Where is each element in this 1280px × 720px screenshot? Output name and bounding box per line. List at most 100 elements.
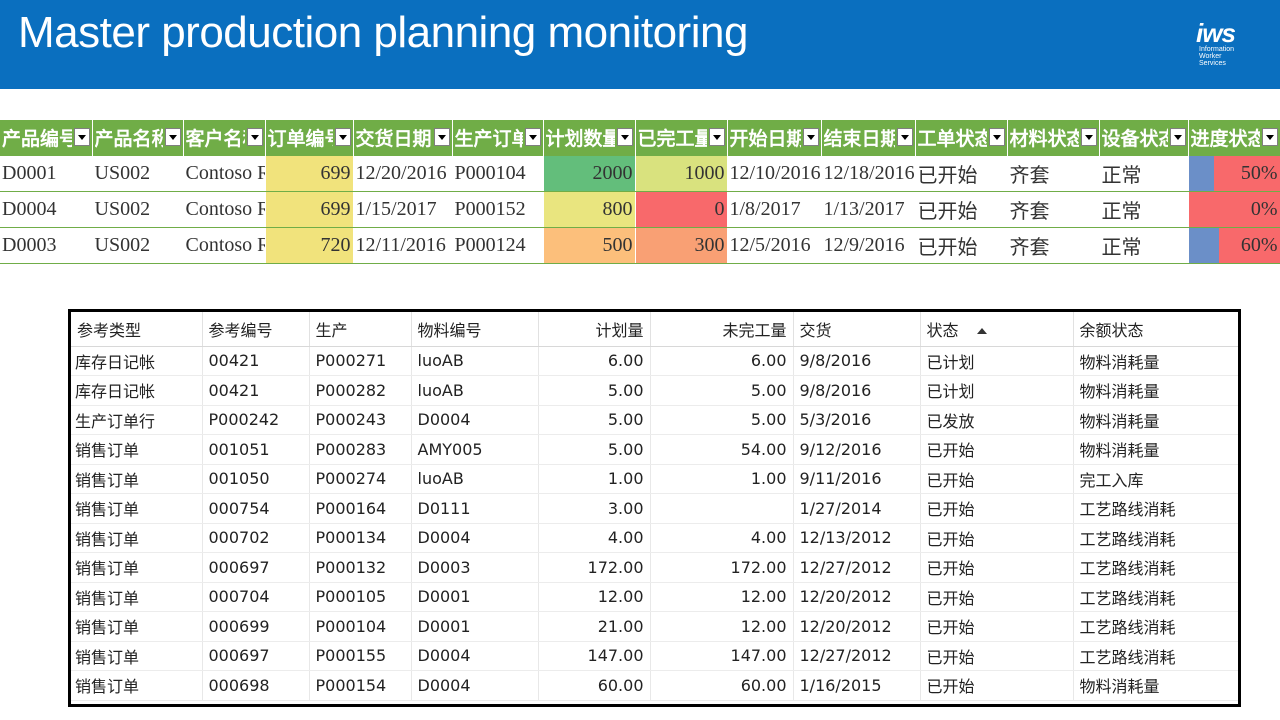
grid-header-remaining-qty[interactable]: 未完工量 — [650, 312, 794, 347]
filter-dropdown-icon[interactable] — [1261, 128, 1278, 146]
grid-row[interactable]: 销售订单 000699 P000104 D0001 21.00 12.00 12/20/20… — [71, 611, 1238, 642]
grid-row[interactable]: 销售订单 000697 P000155 D0004 147.00 147.00 12/27/… — [71, 641, 1238, 671]
filter-dropdown-icon[interactable] — [616, 128, 633, 146]
filter-dropdown-icon[interactable] — [988, 128, 1005, 146]
excel-cell-customer[interactable]: Contoso Retail — [183, 227, 266, 264]
excel-cell-completed-qty[interactable]: 0 — [635, 191, 728, 228]
excel-cell-equipment-status[interactable]: 正常 — [1099, 191, 1189, 228]
excel-header-completed-qty[interactable]: 已完工量 — [635, 120, 728, 155]
excel-cell-product-no[interactable]: D0004 — [0, 191, 93, 228]
excel-cell-end-date[interactable]: 1/13/2017 — [821, 191, 916, 228]
grid-header-ref-no[interactable]: 参考编号 — [202, 312, 310, 347]
excel-cell-material-status[interactable]: 齐套 — [1007, 191, 1100, 228]
grid-cell-ref-type: 销售订单 — [71, 582, 203, 612]
filter-dropdown-icon[interactable] — [524, 128, 541, 146]
filter-dropdown-icon[interactable] — [708, 128, 725, 146]
filter-dropdown-icon[interactable] — [334, 128, 351, 146]
excel-cell-customer[interactable]: Contoso Retail — [183, 154, 266, 192]
excel-cell-product-name[interactable]: US002 — [92, 227, 184, 264]
grid-row[interactable]: 销售订单 000698 P000154 D0004 60.00 60.00 1/16/201… — [71, 670, 1238, 701]
grid-header-balance-status[interactable]: 余额状态 — [1073, 312, 1238, 347]
excel-cell-equipment-status[interactable]: 正常 — [1099, 227, 1189, 264]
excel-cell-start-date[interactable]: 1/8/2017 — [727, 191, 822, 228]
excel-header-start-date[interactable]: 开始日期 — [727, 120, 822, 155]
excel-cell-delivery-date[interactable]: 12/11/2016 — [353, 227, 453, 264]
excel-cell-planned-qty[interactable]: 500 — [543, 227, 636, 264]
sort-ascending-icon[interactable] — [976, 328, 987, 335]
grid-cell-production: P000155 — [309, 641, 412, 671]
excel-header-equipment-status[interactable]: 设备状态 — [1099, 120, 1189, 155]
filter-dropdown-icon[interactable] — [73, 128, 90, 146]
excel-cell-completed-qty[interactable]: 1000 — [635, 154, 728, 192]
excel-cell-prod-order[interactable]: P000104 — [452, 154, 544, 192]
filter-dropdown-icon[interactable] — [164, 128, 181, 146]
excel-cell-order-status[interactable]: 已开始 — [915, 227, 1008, 264]
grid-header-item-no[interactable]: 物料编号 — [411, 312, 539, 347]
grid-header-planned-qty[interactable]: 计划量 — [538, 312, 651, 347]
excel-cell-order-no[interactable]: 720 — [265, 227, 354, 264]
excel-cell-delivery-date[interactable]: 1/15/2017 — [353, 191, 453, 228]
excel-header-customer[interactable]: 客户名称 — [183, 120, 266, 155]
grid-row[interactable]: 销售订单 001050 P000274 luoAB 1.00 1.00 9/11/2016 已… — [71, 464, 1238, 494]
excel-cell-equipment-status[interactable]: 正常 — [1099, 154, 1189, 192]
filter-dropdown-icon[interactable] — [433, 128, 450, 146]
excel-header-progress[interactable]: 进度状态 — [1188, 120, 1280, 155]
excel-cell-progress[interactable]: 0% — [1188, 191, 1280, 228]
excel-cell-progress[interactable]: 50% — [1188, 154, 1280, 192]
excel-cell-end-date[interactable]: 12/9/2016 — [821, 227, 916, 264]
excel-cell-completed-qty[interactable]: 300 — [635, 227, 728, 264]
grid-header-status[interactable]: 状态 — [920, 312, 1074, 347]
grid-cell-ref-no: 000698 — [202, 670, 310, 701]
excel-cell-prod-order[interactable]: P000124 — [452, 227, 544, 264]
grid-row[interactable]: 库存日记帐 00421 P000282 luoAB 5.00 5.00 9/8/2016 已计… — [71, 375, 1238, 406]
excel-cell-product-name[interactable]: US002 — [92, 191, 184, 228]
grid-row[interactable]: 销售订单 001051 P000283 AMY005 5.00 54.00 9/12/201… — [71, 434, 1238, 465]
excel-header-delivery-date[interactable]: 交货日期 — [353, 120, 453, 155]
excel-header-material-status[interactable]: 材料状态 — [1007, 120, 1100, 155]
excel-header-product-name[interactable]: 产品名称 — [92, 120, 184, 155]
grid-cell-balance-status: 物料消耗量 — [1073, 405, 1238, 435]
grid-cell-status: 已开始 — [920, 582, 1074, 612]
grid-row[interactable]: 生产订单行 P000242 P000243 D0004 5.00 5.00 5/3/2016… — [71, 405, 1238, 435]
excel-cell-order-no[interactable]: 699 — [265, 154, 354, 192]
filter-dropdown-icon[interactable] — [1169, 128, 1186, 146]
excel-cell-progress[interactable]: 60% — [1188, 227, 1280, 264]
excel-cell-delivery-date[interactable]: 12/20/2016 — [353, 154, 453, 192]
excel-cell-material-status[interactable]: 齐套 — [1007, 227, 1100, 264]
excel-cell-product-name[interactable]: US002 — [92, 154, 184, 192]
excel-cell-start-date[interactable]: 12/5/2016 — [727, 227, 822, 264]
filter-dropdown-icon[interactable] — [246, 128, 263, 146]
excel-header-planned-qty[interactable]: 计划数量 — [543, 120, 636, 155]
grid-row[interactable]: 库存日记帐 00421 P000271 luoAB 6.00 6.00 9/8/2016 已计… — [71, 346, 1238, 376]
grid-row[interactable]: 销售订单 000704 P000105 D0001 12.00 12.00 12/20/20… — [71, 582, 1238, 612]
grid-header-delivery[interactable]: 交货 — [793, 312, 921, 347]
grid-header-production[interactable]: 生产 — [309, 312, 412, 347]
excel-header-prod-order[interactable]: 生产订单 — [452, 120, 544, 155]
excel-header-product-no[interactable]: 产品编号 — [0, 120, 93, 155]
excel-header-end-date[interactable]: 结束日期 — [821, 120, 916, 155]
excel-cell-order-status[interactable]: 已开始 — [915, 191, 1008, 228]
excel-cell-customer[interactable]: Contoso Retail — [183, 191, 266, 228]
excel-cell-product-no[interactable]: D0001 — [0, 154, 93, 192]
grid-row[interactable]: 销售订单 000754 P000164 D0111 3.00 1/27/2014 已开始 工艺… — [71, 493, 1238, 524]
filter-dropdown-icon[interactable] — [802, 128, 819, 146]
grid-cell-planned-qty: 5.00 — [538, 375, 651, 406]
logo-line-3: Services — [1199, 60, 1226, 67]
excel-cell-material-status[interactable]: 齐套 — [1007, 154, 1100, 192]
excel-cell-planned-qty[interactable]: 800 — [543, 191, 636, 228]
excel-cell-product-no[interactable]: D0003 — [0, 227, 93, 264]
excel-cell-end-date[interactable]: 12/18/2016 — [821, 154, 916, 192]
excel-cell-start-date[interactable]: 12/10/2016 — [727, 154, 822, 192]
excel-cell-planned-qty[interactable]: 2000 — [543, 154, 636, 192]
excel-cell-prod-order[interactable]: P000152 — [452, 191, 544, 228]
excel-cell-order-no[interactable]: 699 — [265, 191, 354, 228]
excel-header-order-no[interactable]: 订单编号 — [265, 120, 354, 155]
grid-row[interactable]: 销售订单 000702 P000134 D0004 4.00 4.00 12/13/2012… — [71, 523, 1238, 553]
filter-dropdown-icon[interactable] — [896, 128, 913, 146]
grid-header-ref-type[interactable]: 参考类型 — [71, 312, 203, 347]
excel-cell-order-status[interactable]: 已开始 — [915, 154, 1008, 192]
filter-dropdown-icon[interactable] — [1080, 128, 1097, 146]
grid-row[interactable]: 销售订单 000697 P000132 D0003 172.00 172.00 12/27/… — [71, 552, 1238, 583]
excel-header-order-status[interactable]: 工单状态 — [915, 120, 1008, 155]
